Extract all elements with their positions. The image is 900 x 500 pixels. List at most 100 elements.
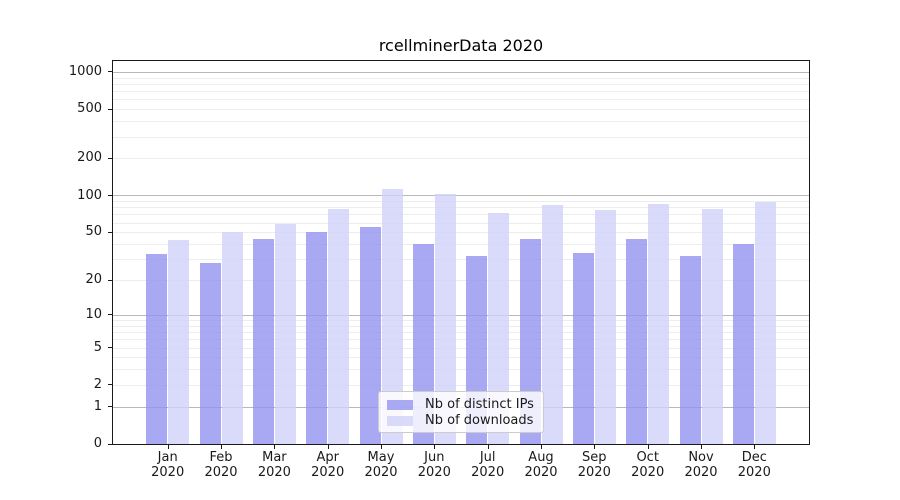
- x-tick-mark-nov-2020: [701, 445, 702, 449]
- gridline-minor-70: [113, 214, 809, 216]
- gridline-minor-4: [113, 357, 809, 359]
- y-tick-label-1000: 1000: [68, 63, 102, 79]
- gridline-minor-60: [113, 222, 809, 224]
- gridline-minor-400: [113, 121, 809, 123]
- bar-nb-of-distinct-ips-oct-2020: [626, 239, 648, 444]
- y-tick-label-10: 10: [85, 306, 102, 322]
- x-tick-mark-oct-2020: [647, 445, 649, 449]
- y-tick-mark-1000: [108, 71, 112, 73]
- y-tick-mark-50: [108, 231, 112, 233]
- gridline-major-10: [113, 314, 809, 316]
- legend-swatch-downloads-icon: [387, 415, 413, 426]
- x-tick-mark-jun-2020: [434, 445, 436, 449]
- bar-nb-of-downloads-oct-2020: [648, 203, 670, 444]
- y-tick-mark-20: [108, 279, 112, 281]
- bar-nb-of-downloads-jul-2020: [488, 212, 510, 444]
- legend-item-distinct-ips: Nb of distinct IPs: [387, 397, 535, 412]
- x-tick-mark-jul-2020: [487, 445, 489, 449]
- y-tick-label-5: 5: [93, 339, 102, 355]
- x-tick-label-mar-2020: Mar 2020: [257, 450, 291, 480]
- bar-nb-of-downloads-mar-2020: [274, 223, 296, 444]
- y-tick-mark-500: [108, 108, 112, 110]
- y-tick-mark-200: [108, 157, 112, 159]
- y-tick-mark-5: [108, 347, 112, 348]
- chart-title: rcellminerData 2020: [378, 36, 544, 55]
- y-tick-label-2: 2: [93, 376, 102, 392]
- gridline-minor-7: [113, 332, 809, 334]
- y-tick-mark-2: [108, 384, 112, 386]
- bar-nb-of-downloads-jun-2020: [434, 194, 456, 444]
- gridline-major-100: [113, 195, 809, 197]
- x-tick-mark-apr-2020: [327, 445, 329, 449]
- y-tick-label-50: 50: [85, 224, 102, 240]
- y-tick-label-100: 100: [77, 187, 102, 203]
- x-tick-label-dec-2020: Dec 2020: [737, 450, 771, 480]
- legend-swatch-distinct-ips-icon: [387, 399, 413, 410]
- gridline-major-1000: [113, 71, 809, 73]
- y-tick-mark-10: [108, 314, 112, 316]
- bar-nb-of-distinct-ips-nov-2020: [679, 255, 701, 444]
- y-tick-mark-0: [108, 443, 112, 445]
- gridline-minor-30: [113, 259, 809, 261]
- gridline-minor-5: [113, 347, 809, 349]
- gridline-minor-40: [113, 244, 809, 245]
- y-tick-mark-100: [108, 195, 112, 196]
- y-tick-label-20: 20: [85, 272, 102, 287]
- bar-nb-of-downloads-feb-2020: [221, 232, 243, 444]
- bar-nb-of-downloads-dec-2020: [754, 201, 776, 444]
- x-tick-mark-aug-2020: [541, 445, 542, 449]
- bar-nb-of-downloads-nov-2020: [701, 209, 723, 444]
- gridline-minor-2: [113, 384, 809, 386]
- legend-label-downloads: Nb of downloads: [425, 413, 534, 428]
- bar-nb-of-distinct-ips-jan-2020: [146, 254, 168, 444]
- y-tick-label-1: 1: [93, 398, 102, 414]
- gridline-minor-900: [113, 77, 809, 79]
- gridline-minor-6: [113, 339, 809, 341]
- bar-nb-of-downloads-may-2020: [381, 188, 403, 444]
- bar-nb-of-distinct-ips-feb-2020: [199, 262, 221, 444]
- x-tick-mark-dec-2020: [754, 445, 756, 449]
- legend: Nb of distinct IPs Nb of downloads: [378, 391, 544, 433]
- bar-nb-of-distinct-ips-apr-2020: [306, 232, 328, 444]
- gridline-minor-8: [113, 325, 809, 327]
- bar-nb-of-distinct-ips-may-2020: [359, 227, 381, 444]
- gridline-minor-700: [113, 91, 809, 93]
- gridline-minor-9: [113, 320, 809, 321]
- y-tick-label-0: 0: [93, 436, 102, 451]
- x-tick-label-may-2020: May 2020: [364, 450, 398, 480]
- gridline-minor-90: [113, 201, 809, 203]
- x-tick-mark-mar-2020: [274, 445, 276, 449]
- y-tick-mark-1: [108, 406, 112, 408]
- gridline-minor-3: [113, 369, 809, 371]
- gridline-minor-50: [113, 232, 809, 234]
- plot-area: Nb of distinct IPs Nb of downloads: [112, 60, 810, 445]
- x-tick-mark-feb-2020: [221, 445, 222, 449]
- x-tick-mark-sep-2020: [594, 445, 596, 449]
- gridline-minor-20: [113, 280, 809, 282]
- gridline-minor-200: [113, 158, 809, 160]
- x-tick-label-jun-2020: Jun 2020: [417, 450, 451, 480]
- x-tick-label-jul-2020: Jul 2020: [471, 450, 505, 480]
- x-tick-label-oct-2020: Oct 2020: [631, 450, 665, 480]
- bar-nb-of-downloads-jan-2020: [168, 240, 190, 444]
- gridline-minor-500: [113, 109, 809, 111]
- gridline-minor-80: [113, 207, 809, 209]
- legend-item-downloads: Nb of downloads: [387, 413, 535, 428]
- x-tick-mark-may-2020: [381, 445, 382, 449]
- y-tick-label-500: 500: [77, 101, 102, 117]
- bar-nb-of-distinct-ips-mar-2020: [252, 239, 274, 444]
- x-tick-mark-jan-2020: [167, 445, 169, 449]
- legend-label-distinct-ips: Nb of distinct IPs: [425, 397, 534, 412]
- gridline-minor-600: [113, 99, 809, 101]
- bar-nb-of-distinct-ips-dec-2020: [732, 244, 754, 444]
- bar-nb-of-downloads-sep-2020: [594, 210, 616, 444]
- gridline-minor-300: [113, 136, 809, 138]
- x-tick-label-jan-2020: Jan 2020: [151, 450, 185, 480]
- y-tick-label-200: 200: [77, 150, 102, 166]
- x-tick-label-nov-2020: Nov 2020: [684, 450, 718, 480]
- x-tick-label-sep-2020: Sep 2020: [577, 450, 611, 480]
- bar-nb-of-distinct-ips-sep-2020: [572, 252, 594, 444]
- x-tick-label-feb-2020: Feb 2020: [204, 450, 238, 480]
- x-tick-label-apr-2020: Apr 2020: [311, 450, 345, 480]
